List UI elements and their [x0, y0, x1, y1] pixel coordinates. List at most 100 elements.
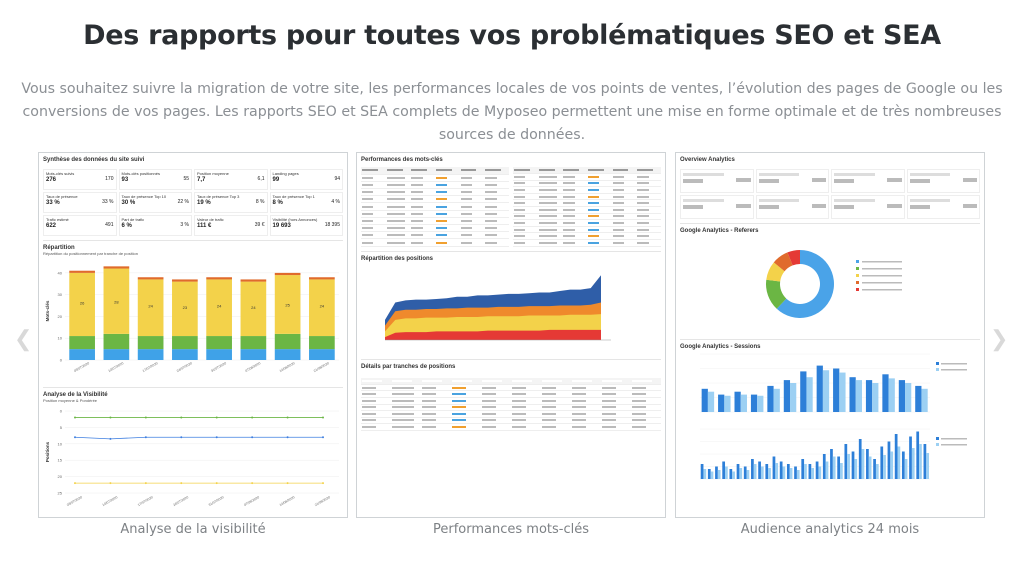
bar: [901, 451, 905, 479]
analytics-kpi-tile: [831, 195, 905, 219]
x-tick-label: 07/08/2020: [245, 361, 262, 373]
bar: [875, 464, 879, 479]
kpi-tile: Mots-clés positionnés 93 55: [118, 169, 192, 190]
bar: [753, 464, 757, 479]
table-row: [361, 181, 509, 190]
bar-segment: [69, 336, 95, 350]
kpi-previous: 94: [334, 176, 340, 182]
kpi-previous: 55: [183, 176, 189, 182]
kpi-previous: 170: [105, 176, 114, 182]
kpi-tile: Landing pages 99 94: [269, 169, 343, 190]
referers-chart: [766, 250, 902, 318]
bar: [855, 380, 862, 412]
data-label: 24: [251, 305, 256, 310]
kpi-label: Taux de présence Top 1: [272, 194, 315, 199]
area-series: [385, 329, 601, 340]
analytics-kpi-tile: [680, 195, 754, 219]
table-header: [421, 377, 451, 385]
table-header: [631, 377, 661, 385]
divider: [680, 223, 980, 224]
bar: [909, 436, 912, 479]
bar: [865, 380, 873, 412]
bar: [718, 394, 725, 412]
x-tick-label: 24/07/2020: [176, 361, 193, 373]
table-header: [513, 167, 538, 175]
chevron-right-icon[interactable]: ❯: [990, 326, 1009, 351]
bar: [832, 456, 836, 479]
data-point: [286, 436, 289, 439]
bar-segment: [172, 281, 198, 337]
table-header: [361, 167, 386, 175]
bar: [839, 372, 846, 412]
slide-analytics-audience[interactable]: Overview Analytics Google Analytics - Re…: [675, 152, 985, 518]
kpi-tile: Mots-clés suivis 276 170: [43, 169, 117, 190]
slide-visibility-report[interactable]: Synthèse des données du site suivi Mots-…: [38, 152, 348, 518]
bar: [898, 380, 906, 412]
bar: [858, 439, 862, 479]
pie-slice: [773, 252, 793, 272]
chevron-left-icon[interactable]: ❮: [14, 326, 33, 351]
data-point: [251, 436, 254, 439]
kpi-tile: Position moyenne 7,7 6,1: [194, 169, 268, 190]
kpi-value: 30 %: [121, 200, 136, 206]
bar: [822, 370, 830, 412]
bar: [916, 431, 920, 479]
x-tick-label: 03/07/2020: [73, 361, 90, 373]
bar-segment: [240, 281, 267, 337]
visibility-title: Analyse de la Visibilité: [43, 392, 108, 398]
kpi-label: Taux de présence: [46, 194, 78, 199]
bar: [783, 380, 791, 412]
kpi-previous: 18 395: [324, 222, 340, 228]
bar: [775, 463, 779, 479]
table-row: [361, 231, 509, 240]
bar: [782, 466, 786, 479]
table-row: [361, 384, 661, 392]
table-row: [513, 219, 661, 227]
bar: [840, 463, 843, 479]
kpi-value: 93: [121, 177, 129, 183]
x-tick-label: 31/07/2020: [210, 361, 227, 373]
x-tick-label: 10/07/2020: [108, 361, 125, 373]
slide-keyword-performance[interactable]: Performances des mots-clés Répartition d…: [356, 152, 666, 518]
kpi-value: 19 %: [197, 200, 211, 206]
kpi-previous: 3 %: [180, 222, 189, 228]
table-row: [513, 180, 661, 188]
bar: [911, 448, 915, 479]
x-tick-label: 31/07/2020: [208, 495, 225, 507]
x-tick-label: 21/08/2020: [313, 361, 330, 373]
kpi-tile: Trafic estimé 622 491: [43, 215, 117, 236]
table-row: [361, 238, 509, 247]
bar: [822, 454, 826, 479]
data-point: [251, 416, 254, 419]
bar: [740, 394, 747, 412]
bar-segment: [103, 268, 130, 334]
bar: [926, 453, 929, 479]
slide-caption: Analyse de la visibilité: [120, 522, 266, 537]
kpi-value: 8 %: [272, 200, 283, 206]
legend-text: [941, 369, 967, 371]
x-tick-label: 14/08/2020: [279, 495, 296, 507]
divider: [43, 240, 343, 241]
pie-slice: [776, 250, 834, 318]
y-tick-label: 20: [58, 474, 63, 479]
table-header: [361, 377, 391, 385]
bar-segment: [274, 275, 301, 334]
bar-segment: [206, 279, 232, 337]
kpi-label: Trafic estimé: [46, 217, 69, 222]
series-line: [74, 436, 323, 440]
table-row: [513, 199, 661, 208]
bar: [890, 451, 894, 479]
x-tick-label: 21/08/2020: [314, 495, 331, 507]
bar: [790, 383, 797, 412]
table-header: [611, 167, 637, 175]
data-point: [74, 416, 76, 419]
kpi-tile: Visibilité (hors Annonces) 19 693 18 395: [269, 215, 343, 236]
bar-segment: [137, 349, 164, 360]
bar: [904, 459, 908, 479]
details-table: [361, 377, 661, 431]
data-point: [215, 416, 218, 419]
data-label: 26: [80, 300, 85, 305]
bar: [833, 368, 840, 412]
distribution-title: Répartition des positions: [361, 255, 434, 262]
